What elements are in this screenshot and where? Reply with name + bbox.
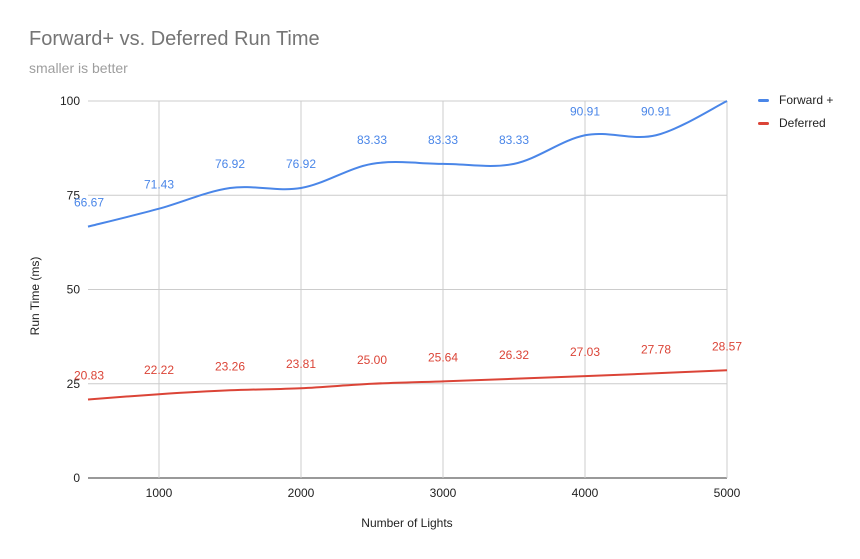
data-label: 26.32 <box>499 348 529 362</box>
data-label: 25.64 <box>428 350 458 364</box>
data-label: 76.92 <box>215 157 245 171</box>
y-tick-label: 50 <box>67 283 81 297</box>
series-line-1 <box>87 369 728 401</box>
grid-lines <box>88 100 728 479</box>
data-label: 20.83 <box>74 368 104 382</box>
data-label: 27.03 <box>570 345 600 359</box>
legend-label-deferred: Deferred <box>779 116 826 130</box>
series-line-0 <box>87 100 728 228</box>
series-lines <box>87 100 728 401</box>
y-tick-label: 75 <box>67 188 81 202</box>
data-label: 71.43 <box>144 178 174 192</box>
legend-item-forward: Forward + <box>758 92 833 108</box>
data-label: 23.81 <box>286 357 316 371</box>
data-label: 90.91 <box>641 104 671 118</box>
data-label: 83.33 <box>357 133 387 147</box>
chart-subtitle: smaller is better <box>29 60 128 76</box>
legend-item-deferred: Deferred <box>758 115 833 131</box>
x-tick-label: 5000 <box>714 486 741 500</box>
data-label: 90.91 <box>570 104 600 118</box>
data-label: 23.26 <box>215 359 245 373</box>
legend-swatch-deferred <box>758 121 769 125</box>
data-labels: 66.67 71.43 76.92 76.92 83.33 83.33 83.33 90.91… <box>74 104 742 382</box>
x-tick-label: 3000 <box>430 486 457 500</box>
data-label: 83.33 <box>428 133 458 147</box>
data-label: 66.67 <box>74 196 104 210</box>
y-axis-label: Run Time (ms) <box>28 257 42 336</box>
legend-label-forward: Forward + <box>779 93 834 107</box>
data-label: 76.92 <box>286 157 316 171</box>
axis-tick-labels: 0 25 50 75 100 1000 2000 3000 4000 5000 <box>60 94 741 500</box>
y-tick-label: 0 <box>73 471 80 485</box>
data-label: 25.00 <box>357 353 387 367</box>
x-tick-label: 4000 <box>572 486 599 500</box>
legend: Forward + Deferred <box>758 92 833 138</box>
data-label: 28.57 <box>712 339 742 353</box>
legend-swatch-forward <box>758 98 769 102</box>
x-tick-label: 1000 <box>146 486 173 500</box>
data-label: 83.33 <box>499 133 529 147</box>
y-tick-label: 100 <box>60 94 80 108</box>
chart-title: Forward+ vs. Deferred Run Time <box>29 28 320 50</box>
x-tick-label: 2000 <box>288 486 315 500</box>
y-tick-label: 25 <box>67 377 81 391</box>
x-axis-label: Number of Lights <box>361 516 452 530</box>
data-label: 27.78 <box>641 342 671 356</box>
data-label: 22.22 <box>144 363 174 377</box>
